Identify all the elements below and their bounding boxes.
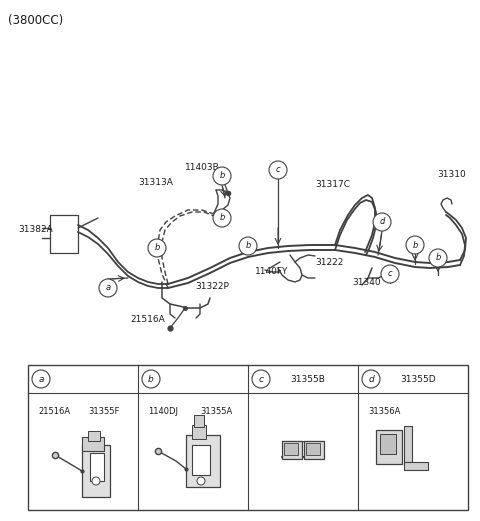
Bar [28, 365, 468, 510]
Text: b: b [219, 171, 225, 180]
Bar [404, 462, 428, 470]
Text: c: c [276, 166, 280, 175]
Circle shape [148, 239, 166, 257]
Text: a: a [38, 375, 44, 383]
Text: d: d [368, 375, 374, 383]
Circle shape [373, 213, 391, 231]
Text: 11403B: 11403B [185, 163, 220, 172]
Text: a: a [106, 283, 110, 292]
Bar [284, 443, 298, 455]
Bar [88, 431, 100, 441]
Bar [82, 437, 104, 451]
Text: 1140FY: 1140FY [255, 267, 288, 276]
Bar [186, 435, 220, 487]
Text: 31222: 31222 [315, 258, 343, 267]
Circle shape [269, 161, 287, 179]
Bar [376, 430, 402, 464]
Text: b: b [154, 243, 160, 253]
Text: d: d [379, 217, 384, 227]
Text: 31355F: 31355F [88, 407, 120, 416]
Text: b: b [412, 241, 418, 250]
Circle shape [142, 370, 160, 388]
Text: 31356A: 31356A [368, 407, 400, 416]
Bar [282, 441, 302, 459]
Text: b: b [219, 214, 225, 222]
Bar [194, 415, 204, 427]
Bar [90, 453, 104, 481]
Bar [404, 426, 412, 466]
Circle shape [381, 265, 399, 283]
Bar [306, 443, 320, 455]
Bar [50, 215, 78, 253]
Text: 31322P: 31322P [195, 282, 229, 291]
Text: 31355A: 31355A [200, 407, 232, 416]
Text: 1140DJ: 1140DJ [148, 407, 178, 416]
Text: b: b [245, 242, 251, 251]
Text: 31382A: 31382A [18, 225, 53, 234]
Circle shape [429, 249, 447, 267]
Circle shape [197, 477, 205, 485]
Circle shape [213, 167, 231, 185]
Bar [192, 445, 210, 475]
Text: 31355B: 31355B [290, 375, 325, 383]
Text: c: c [388, 269, 392, 279]
Circle shape [213, 209, 231, 227]
Bar [82, 445, 110, 497]
Circle shape [32, 370, 50, 388]
Text: c: c [259, 375, 264, 383]
Bar [192, 425, 206, 439]
Text: (3800CC): (3800CC) [8, 14, 63, 27]
Circle shape [239, 237, 257, 255]
Circle shape [99, 279, 117, 297]
Text: 31340: 31340 [352, 278, 381, 287]
Text: 31317C: 31317C [315, 180, 350, 189]
Text: 31313A: 31313A [138, 178, 173, 187]
Text: b: b [435, 254, 441, 263]
Text: 31355D: 31355D [400, 375, 436, 383]
Bar [304, 441, 324, 459]
Text: 21516A: 21516A [38, 407, 70, 416]
Text: 21516A: 21516A [131, 315, 166, 324]
Circle shape [362, 370, 380, 388]
Text: b: b [148, 375, 154, 383]
Circle shape [252, 370, 270, 388]
Bar [380, 434, 396, 454]
Text: 31310: 31310 [437, 170, 466, 179]
Circle shape [406, 236, 424, 254]
Circle shape [92, 477, 100, 485]
